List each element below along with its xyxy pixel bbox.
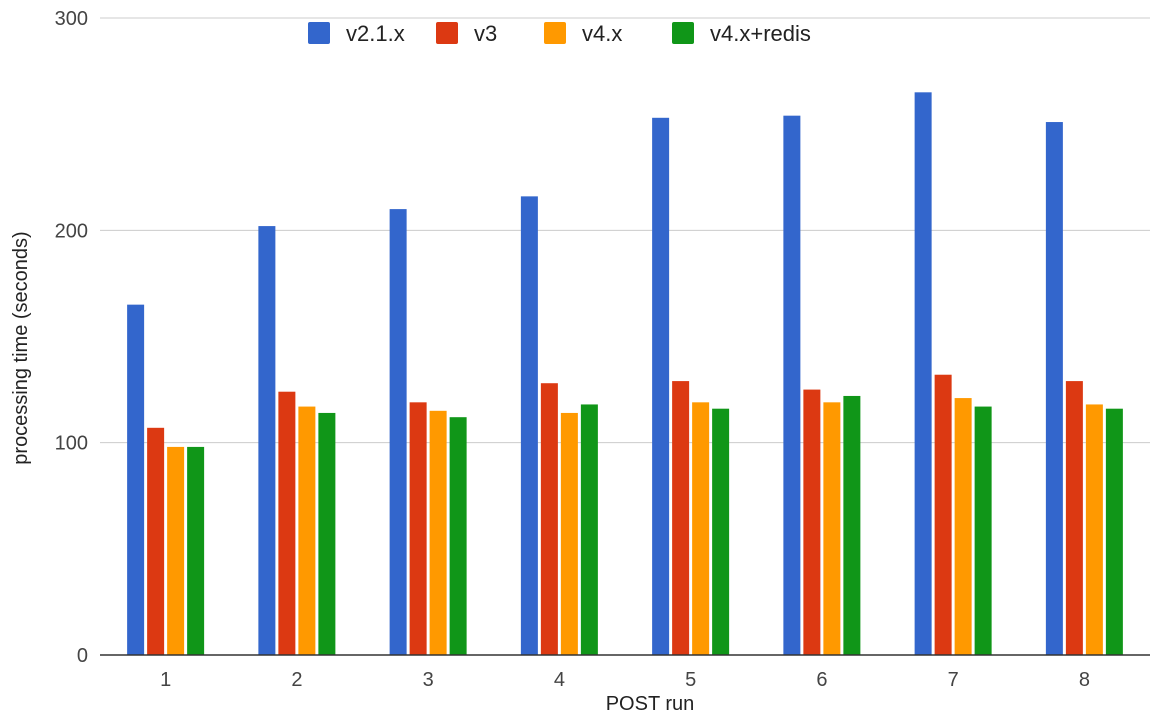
bar-v4-x-redis-run-8	[1105, 408, 1123, 655]
bar-v2-1-x-run-4	[520, 196, 538, 656]
bar-v2-1-x-run-2	[258, 226, 276, 655]
bar-v4-x-run-5	[692, 402, 710, 655]
x-tick-label: 3	[423, 669, 434, 691]
bar-v2-1-x-run-5	[652, 117, 670, 655]
bar-v3-run-3	[409, 402, 427, 655]
y-tick-label: 0	[77, 645, 88, 667]
legend-item-v2-1-x: v2.1.x	[308, 21, 405, 46]
bar-v3-run-4	[540, 383, 558, 655]
bar-v3-run-2	[278, 391, 296, 655]
bar-v2-1-x-run-8	[1045, 122, 1063, 655]
x-tick-label: 1	[160, 669, 171, 691]
legend-label: v2.1.x	[346, 21, 405, 46]
x-tick-label: 2	[291, 669, 302, 691]
legend-label: v3	[474, 21, 497, 46]
bar-v2-1-x-run-3	[389, 209, 407, 655]
bar-v4-x-redis-run-2	[318, 412, 336, 655]
x-axis-title: POST run	[606, 693, 695, 715]
legend-swatch	[672, 22, 694, 44]
bar-v3-run-1	[147, 427, 165, 655]
legend-swatch	[544, 22, 566, 44]
bar-v4-x-run-1	[167, 446, 185, 655]
bar-v2-1-x-run-7	[914, 92, 932, 656]
bar-v2-1-x-run-6	[783, 115, 801, 655]
x-tick-label: 6	[816, 669, 827, 691]
bar-v4-x-run-6	[823, 402, 841, 655]
legend: v2.1.x v3 v4.x v4.x+redis	[308, 21, 811, 46]
legend-label: v4.x+redis	[710, 21, 811, 46]
bar-v4-x-redis-run-4	[580, 404, 598, 655]
bar-v4-x-redis-run-7	[974, 406, 992, 655]
legend-label: v4.x	[582, 21, 622, 46]
x-tick-label: 8	[1079, 669, 1090, 691]
bar-v4-x-redis-run-3	[449, 417, 467, 655]
bar-v4-x-run-8	[1085, 404, 1103, 655]
x-tick-label: 5	[685, 669, 696, 691]
bar-v2-1-x-run-1	[127, 304, 145, 655]
y-tick-label: 100	[55, 433, 88, 455]
y-tick-label: 200	[55, 220, 88, 242]
legend-swatch	[308, 22, 330, 44]
bar-v4-x-run-7	[954, 398, 972, 655]
legend-item-v4-x-redis: v4.x+redis	[672, 21, 811, 46]
legend-item-v3: v3	[436, 21, 497, 46]
bar-v3-run-7	[934, 374, 952, 655]
legend-swatch	[436, 22, 458, 44]
y-tick-labels: 0 100 200 300	[55, 8, 88, 667]
bar-v3-run-5	[672, 381, 690, 655]
bar-v4-x-run-2	[298, 406, 316, 655]
x-tick-label: 7	[948, 669, 959, 691]
bar-v4-x-run-4	[560, 412, 578, 655]
bar-v4-x-redis-run-1	[187, 446, 205, 655]
bars	[127, 92, 1123, 656]
x-tick-labels: 1 2 3 4 5 6 7 8	[160, 669, 1090, 691]
bar-v3-run-6	[803, 389, 821, 655]
legend-item-v4-x: v4.x	[544, 21, 622, 46]
gridlines	[100, 17, 1150, 444]
x-tick-label: 4	[554, 669, 565, 691]
bar-v4-x-redis-run-5	[712, 408, 730, 655]
bar-v3-run-8	[1065, 381, 1083, 655]
y-axis-title: processing time (seconds)	[10, 231, 32, 464]
y-tick-label: 300	[55, 8, 88, 30]
bar-v4-x-run-3	[429, 410, 447, 655]
bar-v4-x-redis-run-6	[843, 395, 861, 655]
